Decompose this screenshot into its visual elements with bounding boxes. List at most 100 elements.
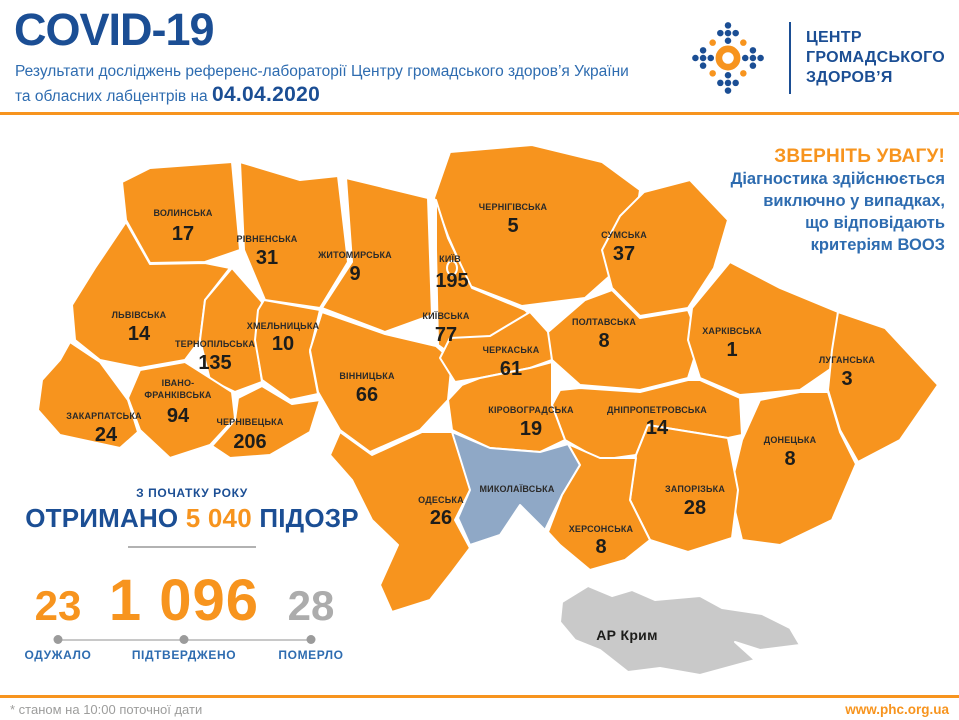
confirmed-label: ПІДТВЕРДЖЕНО — [131, 648, 237, 662]
region-sumy-shape — [601, 179, 729, 317]
region-zaporizhzhia-value: 28 — [684, 497, 706, 519]
region-kharkiv-value: 1 — [726, 339, 737, 361]
region-vinnytsia-label: ВІННИЦЬКА — [339, 371, 395, 381]
notice-line3: що відповідають — [805, 214, 945, 232]
region-rivne-shape — [239, 161, 349, 309]
region-chernivtsi-value: 206 — [233, 431, 266, 453]
region-kherson-value: 8 — [595, 536, 606, 558]
region-sumy-label: СУМСЬКА — [601, 230, 647, 240]
confirmed-dot — [179, 635, 189, 644]
region-zakarpattia-value: 24 — [95, 424, 118, 446]
region-ivano-frankivsk-label-line2: ФРАНКІВСЬКА — [144, 390, 212, 400]
dotted-diamond-ring-icon — [692, 22, 764, 94]
logo-line1: ЦЕНТР — [805, 29, 862, 46]
region-zakarpattia-label: ЗАКАРПАТСЬКА — [66, 411, 142, 421]
region-donetsk-shape — [729, 391, 857, 546]
died-value: 28 — [287, 582, 335, 629]
report-date: 04.04.2020 — [211, 83, 321, 106]
region-kirovohrad-shape — [447, 361, 566, 453]
region-donetsk-value: 8 — [784, 448, 795, 470]
region-khmelnytskyi-value: 10 — [272, 333, 294, 355]
region-chernivtsi-label: ЧЕРНІВЕЦЬКА — [216, 417, 283, 427]
region-sumy-value: 37 — [613, 243, 635, 265]
received-value: 5 040 — [185, 503, 252, 533]
region-chernivtsi-shape — [211, 385, 321, 459]
region-dnipro-shape — [551, 379, 743, 461]
website-link[interactable]: www.phc.org.ua — [845, 702, 949, 717]
region-ivano-frankivsk-value: 94 — [167, 405, 190, 427]
logo-line3: ЗДОРОВ’Я — [805, 69, 893, 86]
region-khmelnytskyi-shape — [254, 299, 321, 401]
region-odesa-value: 26 — [430, 507, 452, 529]
region-mykolaiv-label: МИКОЛАЇВСЬКА — [479, 484, 554, 494]
stats-since-label: З ПОЧАТКУ РОКУ — [136, 486, 248, 500]
region-zaporizhzhia-label: ЗАПОРІЗЬКА — [665, 484, 725, 494]
region-kharkiv-label: ХАРКІВСЬКА — [702, 326, 762, 336]
region-vinnytsia-shape — [309, 311, 453, 453]
region-luhansk-value: 3 — [841, 368, 852, 390]
region-lviv-value: 14 — [128, 323, 151, 345]
region-mykolaiv-shape — [451, 431, 581, 546]
region-ternopil-label: ТЕРНОПІЛЬСЬКА — [175, 339, 255, 349]
region-odesa-label: ОДЕСЬКА — [418, 495, 464, 505]
region-crimea-shape — [559, 585, 801, 676]
died-label: ПОМЕРЛО — [278, 648, 344, 662]
recovered-value: 23 — [34, 582, 82, 629]
region-cherkasy-value: 61 — [500, 358, 522, 380]
received-suffix: ПІДОЗР — [259, 503, 359, 533]
subtitle-line1: Результати досліджень референс-лаборатор… — [15, 63, 629, 80]
region-kirovohrad-value: 19 — [520, 418, 542, 440]
notice-heading: ЗВЕРНІТЬ УВАГУ! — [774, 146, 945, 167]
phc-logo: ЦЕНТР ГРОМАДСЬКОГО ЗДОРОВ’Я — [682, 8, 945, 108]
region-kyiv-oblast-value: 77 — [435, 324, 457, 346]
region-luhansk-label: ЛУГАНСЬКА — [819, 355, 876, 365]
region-zakarpattia-shape — [37, 341, 139, 449]
kyiv-city-marker — [446, 260, 458, 276]
region-luhansk-shape — [827, 311, 939, 463]
region-khmelnytskyi-label: ХМЕЛЬНИЦЬКА — [247, 321, 320, 331]
region-crimea-label: АР Крим — [596, 627, 658, 643]
received-prefix: ОТРИМАНО — [25, 503, 179, 533]
notice-line4: критеріям ВООЗ — [810, 236, 945, 254]
region-dnipro-value: 14 — [646, 417, 669, 439]
stats-panel: З ПОЧАТКУ РОКУ ОТРИМАНО 5 040 ПІДОЗР 23 … — [6, 486, 378, 678]
region-poltava-value: 8 — [598, 330, 609, 352]
region-kyiv-oblast-label: КИЇВСЬКА — [422, 311, 469, 321]
logo-text: ЦЕНТР ГРОМАДСЬКОГО ЗДОРОВ’Я — [806, 28, 945, 88]
header-orange-rule — [0, 112, 959, 115]
region-kirovohrad-label: КІРОВОГРАДСЬКА — [488, 405, 574, 415]
stats-received-line: ОТРИМАНО 5 040 ПІДОЗР — [6, 503, 378, 534]
region-kherson-label: ХЕРСОНСЬКА — [569, 524, 634, 534]
region-cherkasy-label: ЧЕРКАСЬКА — [483, 345, 540, 355]
region-zhytomyr-value: 9 — [349, 263, 360, 285]
region-lviv-label: ЛЬВІВСЬКА — [112, 310, 167, 320]
region-rivne-label: РІВНЕНСЬКА — [237, 234, 298, 244]
region-vinnytsia-value: 66 — [356, 384, 378, 406]
region-volyn-label: ВОЛИНСЬКА — [153, 208, 212, 218]
recovered-dot — [53, 635, 63, 644]
region-zhytomyr-shape — [321, 177, 433, 333]
confirmed-value: 1 096 — [108, 568, 260, 633]
logo-divider — [788, 22, 791, 94]
notice-line1: Діагностика здійснюється — [730, 170, 945, 188]
subtitle-line2: та обласних лабцентрів на 04.04.2020 — [15, 83, 629, 108]
region-kherson-shape — [547, 443, 651, 571]
region-volyn-value: 17 — [172, 223, 194, 245]
region-rivne-value: 31 — [256, 247, 278, 269]
region-kyiv-city-value: 195 — [435, 270, 468, 292]
stats-row: 23 1 096 28 ОДУЖАЛО ПІДТВЕРДЖЕНО ПОМЕРЛО — [6, 548, 378, 678]
logo-line2: ГРОМАДСЬКОГО — [805, 49, 945, 66]
region-ivano-frankivsk-label-line1: ІВАНО- — [162, 378, 195, 388]
region-kharkiv-shape — [687, 261, 839, 396]
recovered-label: ОДУЖАЛО — [24, 648, 92, 662]
region-ivano-frankivsk-shape — [127, 361, 236, 459]
region-chernihiv-value: 5 — [507, 215, 518, 237]
notice-line2: виключно у випадках, — [763, 192, 945, 210]
region-odesa-shape — [329, 431, 489, 613]
region-zhytomyr-label: ЖИТОМИРСЬКА — [317, 250, 392, 260]
page-subtitle: Результати досліджень референс-лаборатор… — [15, 60, 629, 108]
footer-orange-rule — [0, 695, 959, 698]
stats-divider — [128, 546, 256, 548]
